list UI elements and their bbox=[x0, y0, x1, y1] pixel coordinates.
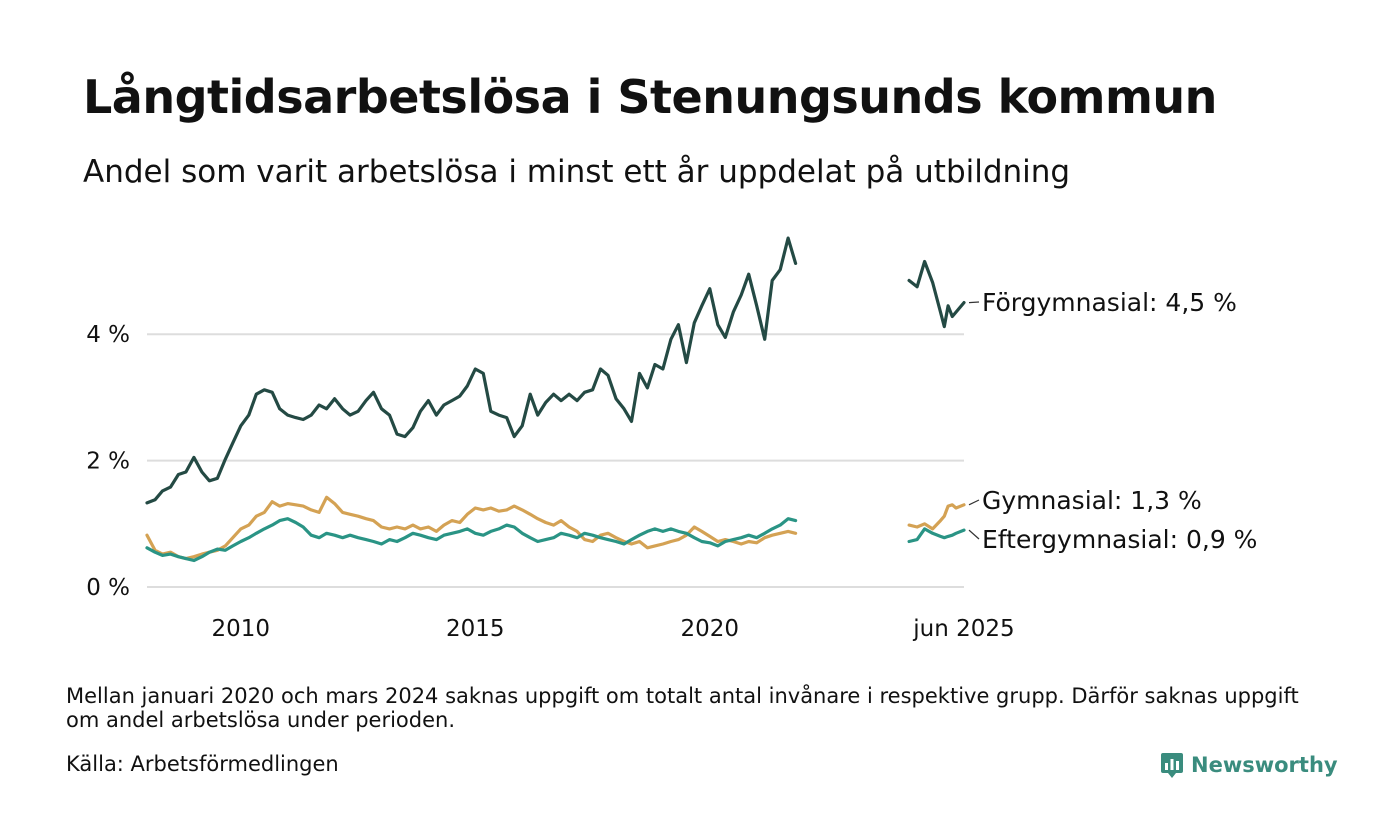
line-chart: 0 % 2 % 4 % 2010 2015 2020 jun 2025 Förgymnas… bbox=[86, 236, 1257, 642]
series-lines bbox=[145, 236, 966, 563]
series-label-connector bbox=[968, 301, 980, 304]
x-tick-label: jun 2025 bbox=[912, 616, 1014, 642]
series-line-eftergymnasial-1 bbox=[907, 527, 966, 544]
y-axis-ticks: 0 % 2 % 4 % bbox=[86, 322, 130, 601]
series-label-eftergymnasial: Eftergymnasial: 0,9 % bbox=[982, 525, 1257, 554]
series-line-gymnasial-0 bbox=[145, 495, 798, 561]
series-line-eftergymnasial-0 bbox=[145, 517, 798, 563]
y-tick-label: 2 % bbox=[86, 449, 130, 475]
gridlines bbox=[147, 333, 964, 588]
x-tick-label: 2010 bbox=[212, 616, 271, 642]
source-note: Källa: Arbetsförmedlingen bbox=[66, 752, 339, 776]
series-line-förgymnasial-1 bbox=[907, 259, 966, 329]
series-label-connector bbox=[968, 529, 980, 540]
chart-subtitle: Andel som varit arbetslösa i minst ett å… bbox=[83, 154, 1071, 190]
newsworthy-logo-text: Newsworthy bbox=[1191, 753, 1338, 777]
chart-title: Långtidsarbetslösa i Stenungsunds kommun bbox=[83, 70, 1217, 124]
newsworthy-logo-icon bbox=[1161, 753, 1183, 778]
series-label-gymnasial: Gymnasial: 1,3 % bbox=[982, 486, 1202, 515]
footnote: Mellan januari 2020 och mars 2024 saknas… bbox=[66, 684, 1299, 732]
x-axis-ticks: 2010 2015 2020 jun 2025 bbox=[212, 616, 1015, 642]
x-tick-label: 2015 bbox=[446, 616, 505, 642]
y-tick-label: 4 % bbox=[86, 322, 130, 348]
series-line-förgymnasial-0 bbox=[145, 236, 798, 505]
series-label-connector bbox=[968, 499, 980, 506]
series-label-förgymnasial: Förgymnasial: 4,5 % bbox=[982, 288, 1237, 317]
newsworthy-logo[interactable]: Newsworthy bbox=[1160, 748, 1338, 782]
series-line-gymnasial-1 bbox=[907, 503, 966, 531]
y-tick-label: 0 % bbox=[86, 575, 130, 601]
series-labels: Förgymnasial: 4,5 % Gymnasial: 1,3 % Efter… bbox=[968, 288, 1257, 554]
x-tick-label: 2020 bbox=[681, 616, 740, 642]
